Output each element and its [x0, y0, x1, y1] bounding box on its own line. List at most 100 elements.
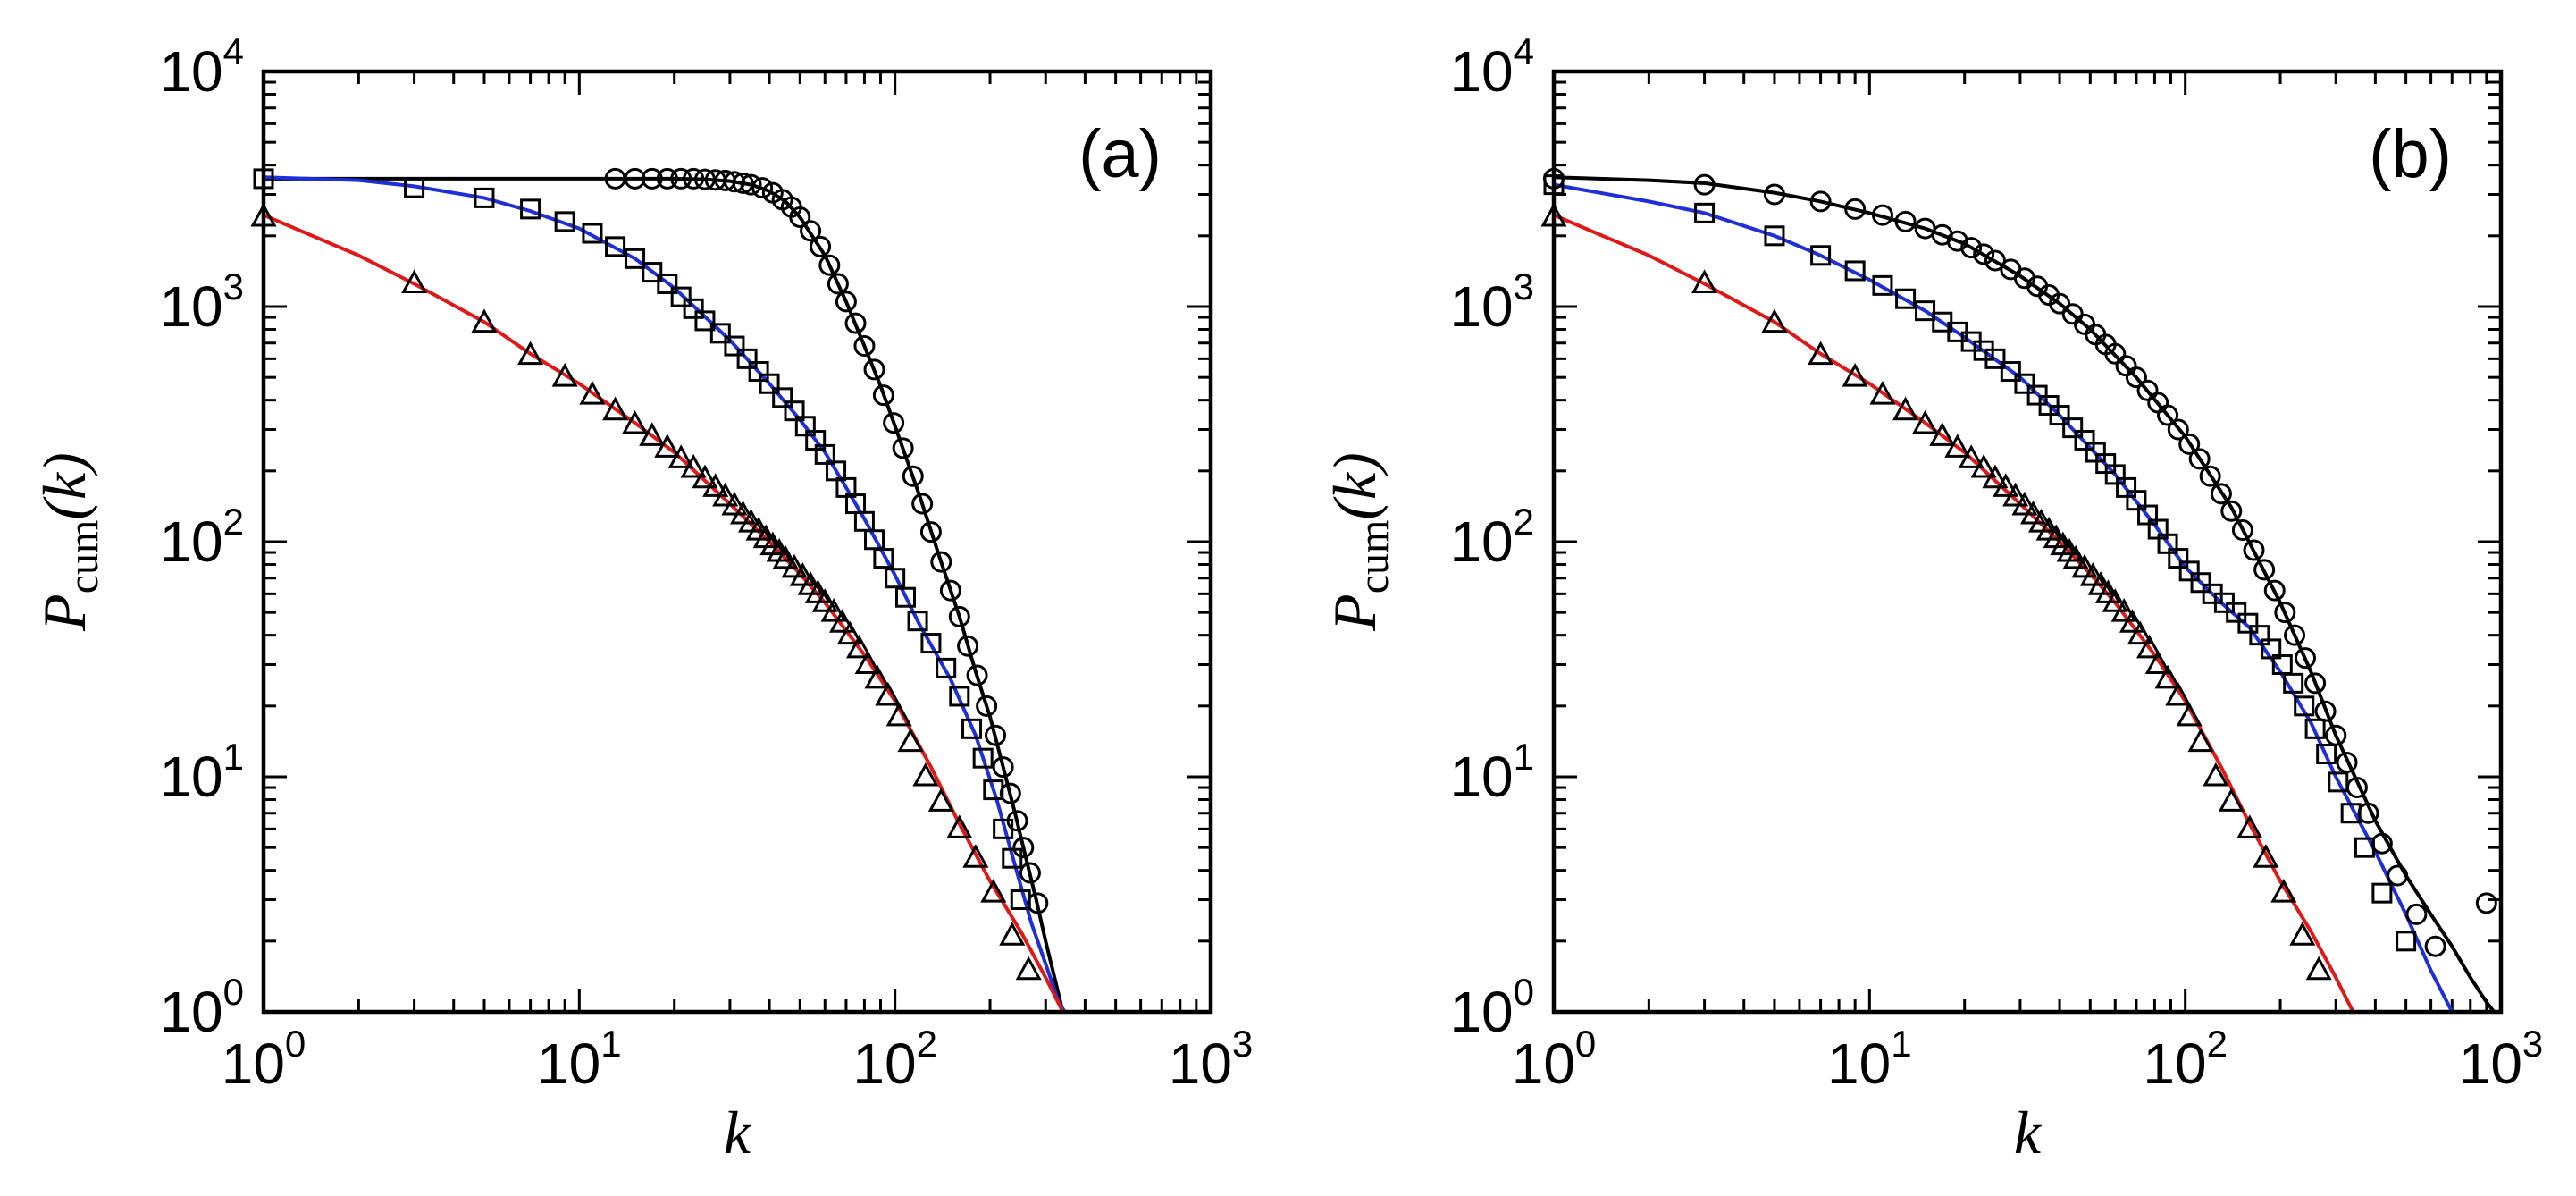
data-point-square [1810, 245, 1832, 266]
fit-line-circles [1554, 175, 2496, 1012]
y-tick-label: 103 [1449, 265, 1534, 339]
y-tick-label-exponent: 0 [223, 971, 244, 1013]
data-point-circle [1844, 198, 1867, 220]
data-point-circle [985, 724, 1007, 746]
data-point-square [736, 348, 758, 369]
data-point-square [2014, 373, 2035, 394]
y-tick-label-base: 10 [1449, 510, 1513, 574]
data-point-circle [2167, 418, 2189, 441]
data-point-circle [892, 437, 914, 459]
data-point-triangle [1929, 422, 1956, 446]
y-tick-label-base: 10 [159, 510, 222, 574]
data-point-square [554, 211, 575, 232]
data-point-triangle [2020, 500, 2047, 525]
series-squares [253, 168, 1031, 911]
data-point-triangle [927, 788, 954, 812]
data-point-circle [2424, 935, 2446, 957]
data-point-square [2396, 931, 2417, 952]
data-point-square [1872, 274, 1893, 296]
data-point-square [2049, 405, 2070, 426]
x-tick-label-base: 10 [1512, 1032, 1575, 1096]
data-point-circle [939, 579, 961, 602]
data-point-square [582, 223, 603, 244]
data-point-circle [2136, 379, 2159, 401]
x-tick-label-base: 10 [2459, 1032, 2522, 1096]
data-point-triangle [946, 814, 973, 838]
y-tick-label-exponent: 2 [223, 501, 244, 543]
fit-line-squares [264, 175, 1067, 1012]
axis-ticks [1552, 70, 2503, 1014]
data-point-triangle [1691, 269, 1718, 294]
data-point-circle [2284, 624, 2306, 646]
data-point-square [1764, 225, 1785, 247]
x-tick-label-base: 10 [852, 1032, 916, 1096]
data-point-triangle [721, 491, 748, 516]
data-point-square [2283, 672, 2304, 694]
data-point-circle [789, 206, 811, 229]
data-point-square [2271, 654, 2293, 676]
data-point-square [920, 633, 942, 654]
data-point-square [657, 274, 678, 295]
y-tick-label: 104 [159, 30, 244, 104]
data-point-circle [2253, 559, 2276, 581]
x-tick-label: 100 [1512, 1023, 1597, 1096]
x-axis-label: k [2014, 1099, 2043, 1167]
data-point-square [2237, 612, 2259, 634]
data-point-triangle [864, 664, 891, 689]
data-point-square [993, 818, 1014, 839]
data-point-square [2178, 560, 2200, 582]
data-point-square [2168, 548, 2189, 569]
y-tick-label-exponent: 3 [1514, 265, 1534, 307]
y-tick-label-base: 10 [1449, 274, 1513, 339]
data-point-square [2304, 718, 2326, 739]
data-point-triangle [772, 544, 799, 569]
data-point-triangle [692, 464, 718, 489]
data-point-triangle [2002, 482, 2029, 507]
data-point-circle [1946, 230, 1968, 252]
data-point-circle [872, 384, 894, 407]
data-point-triangle [980, 879, 1007, 903]
data-point-square [873, 548, 894, 569]
data-point-circle [2231, 519, 2253, 542]
data-point-circle [723, 171, 745, 193]
data-point-triangle [2079, 561, 2106, 586]
data-point-circle [800, 220, 822, 242]
data-point-circle [810, 235, 832, 257]
data-point-triangle [2154, 664, 2181, 689]
y-tick-label: 101 [1449, 736, 1534, 809]
data-point-triangle [712, 482, 739, 507]
x-tick-label-base: 10 [1827, 1032, 1891, 1096]
data-point-circle [2104, 342, 2127, 365]
data-point-triangle [1982, 464, 2009, 489]
y-tick-label-base: 10 [1449, 745, 1513, 809]
data-point-circle [966, 664, 988, 686]
data-point-triangle [1842, 363, 1868, 387]
y-axis-label-argument: (k) [1321, 452, 1389, 519]
data-point-square [2354, 837, 2375, 858]
data-point-triangle [885, 702, 912, 727]
data-point-square [1002, 847, 1023, 869]
data-point-triangle [2203, 762, 2229, 787]
data-point-triangle [875, 681, 902, 706]
data-point-triangle [820, 598, 847, 622]
data-point-circle [853, 335, 876, 358]
data-point-circle [656, 167, 678, 190]
plot-frame [1551, 69, 2504, 1015]
data-point-circle [2199, 465, 2221, 487]
data-point-square [2062, 417, 2084, 439]
data-point-triangle [401, 269, 428, 294]
data-point-circle [863, 358, 885, 381]
x-tick-label: 102 [2143, 1023, 2228, 1096]
data-point-circle [683, 167, 705, 190]
data-point-circle [992, 756, 1014, 779]
y-tick-label: 103 [159, 265, 244, 339]
data-point-square [961, 718, 983, 739]
fit-line-triangles [264, 213, 1065, 1012]
data-point-square [1895, 288, 1917, 309]
fit-line-squares [1554, 182, 2454, 1012]
x-tick-label-exponent: 2 [2207, 1023, 2228, 1065]
x-tick-label-exponent: 1 [1891, 1023, 1911, 1065]
data-point-triangle [999, 922, 1026, 946]
